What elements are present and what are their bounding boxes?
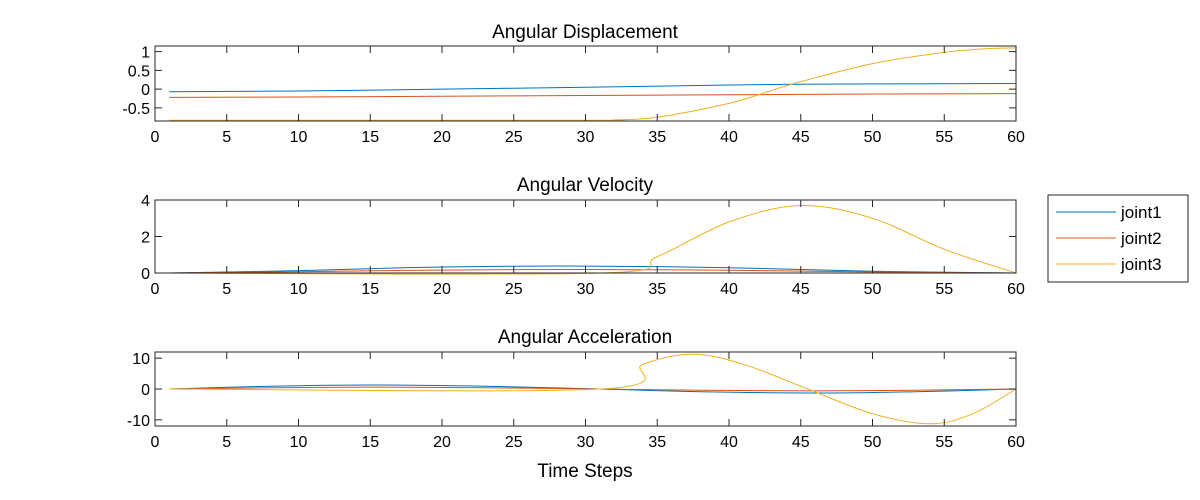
x-tick-label: 30 [577, 434, 595, 451]
x-tick-label: 35 [648, 281, 666, 298]
x-tick-label: 55 [935, 129, 953, 146]
y-tick-label: -10 [127, 413, 150, 430]
legend: joint1 joint2 joint3 [1047, 194, 1189, 283]
x-tick-label: 15 [361, 281, 379, 298]
y-tick-label: 0.5 [128, 63, 150, 80]
x-tick-label: 45 [792, 281, 810, 298]
series-layer [169, 353, 1017, 425]
y-tick-label: 2 [141, 230, 150, 247]
x-tick-label: 20 [433, 281, 451, 298]
x-tick-label: 5 [222, 129, 231, 146]
y-tick-label: 0 [141, 382, 150, 399]
plot-title: Angular Velocity [517, 175, 654, 196]
x-tick-label: 50 [864, 434, 882, 451]
x-tick-label: 55 [935, 434, 953, 451]
plot-title: Angular Displacement [492, 22, 679, 43]
x-tick-label: 50 [864, 129, 882, 146]
x-tick-label: 25 [505, 434, 523, 451]
y-tick-label: 10 [132, 351, 150, 368]
x-tick-label: 40 [720, 281, 738, 298]
tick-layer: 0 5 10 15 20 25 30 35 40 45 50 55 60-0.500.51 [122, 45, 1025, 146]
series-line-joint3 [169, 204, 1017, 275]
x-tick-label: 15 [361, 434, 379, 451]
x-tick-label: 25 [505, 129, 523, 146]
x-tick-label: 60 [1007, 129, 1025, 146]
series-layer [169, 204, 1017, 275]
x-tick-label: 20 [433, 129, 451, 146]
x-tick-label: 30 [577, 129, 595, 146]
legend-label-joint2: joint2 [1120, 229, 1162, 248]
x-tick-label: 5 [222, 281, 231, 298]
series-line-joint3 [169, 353, 1017, 425]
axes-box [154, 351, 1017, 427]
x-tick-label: 10 [290, 434, 308, 451]
x-tick-label: 45 [792, 129, 810, 146]
axes-box [154, 199, 1017, 274]
x-tick-label: 40 [720, 434, 738, 451]
tick-layer: 0 5 10 15 20 25 30 35 40 45 50 55 60 0 2 4 [141, 193, 1025, 298]
x-tick-label: 50 [864, 281, 882, 298]
x-tick-label: 0 [151, 281, 160, 298]
x-tick-label: 60 [1007, 434, 1025, 451]
x-tick-label: 20 [433, 434, 451, 451]
y-tick-label: 4 [141, 193, 150, 210]
x-tick-label: 10 [290, 129, 308, 146]
x-tick-label: 60 [1007, 281, 1025, 298]
x-axis-label: Time Steps [537, 461, 632, 482]
x-tick-label: 30 [577, 281, 595, 298]
subplot-angular-velocity: Angular Velocity 0 5 10 15 20 25 30 35 40 45 50 55 6… [141, 175, 1025, 298]
legend-label-joint3: joint3 [1120, 255, 1162, 274]
x-tick-label: 0 [151, 129, 160, 146]
subplot-angular-acceleration: Angular Acceleration 0 5 10 15 20 25 30 35 40 45 5… [127, 327, 1025, 482]
series-line-joint1 [169, 83, 1017, 93]
y-tick-label: 0 [141, 82, 150, 99]
x-tick-label: 55 [935, 281, 953, 298]
x-tick-label: 35 [648, 129, 666, 146]
y-tick-label: 0 [141, 266, 150, 283]
x-tick-label: 15 [361, 129, 379, 146]
x-tick-label: 25 [505, 281, 523, 298]
series-layer [169, 47, 1017, 121]
series-line-joint2 [169, 93, 1017, 98]
y-tick-label: 1 [141, 45, 150, 62]
y-tick-label: -0.5 [122, 101, 150, 118]
subplot-angular-displacement: Angular Displacement 0 5 10 15 20 25 30 35 40 45 5… [122, 22, 1025, 146]
x-tick-label: 5 [222, 434, 231, 451]
x-tick-label: 35 [648, 434, 666, 451]
plot-title: Angular Acceleration [498, 327, 672, 348]
legend-label-joint1: joint1 [1120, 203, 1162, 222]
x-tick-label: 0 [151, 434, 160, 451]
x-tick-label: 40 [720, 129, 738, 146]
x-tick-label: 45 [792, 434, 810, 451]
axes-box [154, 45, 1017, 122]
x-tick-label: 10 [290, 281, 308, 298]
